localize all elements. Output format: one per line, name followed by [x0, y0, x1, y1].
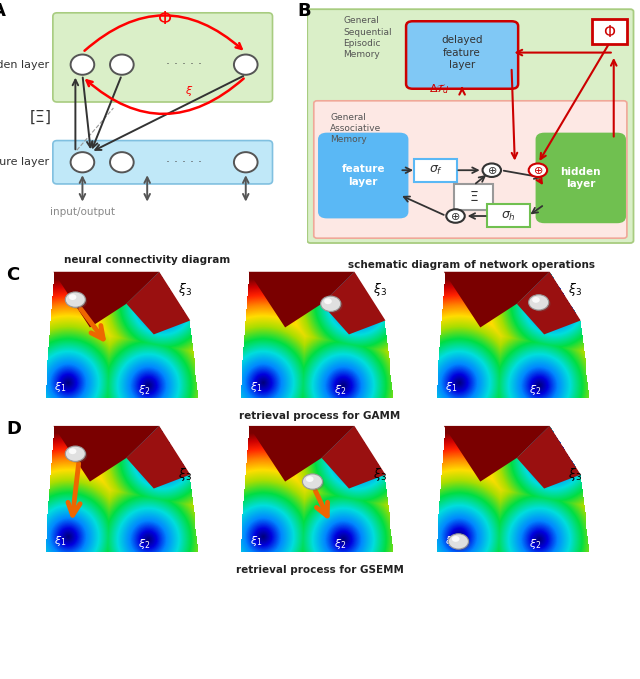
Circle shape: [65, 292, 85, 308]
Polygon shape: [444, 426, 550, 481]
Polygon shape: [248, 272, 355, 327]
Text: $\sigma_f$: $\sigma_f$: [429, 164, 443, 177]
Polygon shape: [517, 272, 580, 335]
Polygon shape: [127, 272, 190, 335]
Text: · · · · ·: · · · · ·: [166, 58, 202, 71]
Circle shape: [452, 536, 460, 542]
Circle shape: [68, 448, 76, 454]
Text: $\xi_3$: $\xi_3$: [568, 466, 582, 483]
Circle shape: [68, 294, 76, 300]
Circle shape: [70, 152, 94, 172]
FancyBboxPatch shape: [314, 100, 627, 238]
Circle shape: [446, 209, 465, 223]
FancyBboxPatch shape: [53, 141, 273, 184]
FancyBboxPatch shape: [406, 21, 518, 89]
Text: $\sigma_h$: $\sigma_h$: [501, 209, 516, 223]
Circle shape: [529, 164, 547, 177]
Text: $\oplus$: $\oplus$: [486, 165, 497, 176]
Text: $\xi_3$: $\xi_3$: [178, 281, 192, 298]
FancyBboxPatch shape: [487, 204, 530, 227]
Circle shape: [450, 535, 470, 551]
Text: $\xi_2$: $\xi_2$: [138, 537, 151, 551]
FancyBboxPatch shape: [536, 133, 625, 223]
Text: $\Delta\mathcal{T}_d$: $\Delta\mathcal{T}_d$: [429, 82, 449, 96]
Circle shape: [306, 476, 314, 482]
Circle shape: [532, 297, 540, 303]
Text: C: C: [6, 265, 20, 284]
Text: feature layer: feature layer: [0, 158, 49, 167]
Polygon shape: [444, 272, 550, 327]
Text: $\xi_1$: $\xi_1$: [250, 534, 262, 549]
Text: $\xi_2$: $\xi_2$: [529, 383, 541, 397]
FancyBboxPatch shape: [414, 159, 457, 181]
Text: $\xi_3$: $\xi_3$: [568, 281, 582, 298]
Text: hidden
layer: hidden layer: [561, 167, 601, 189]
Circle shape: [234, 54, 257, 75]
Text: General
Sequential
Episodic
Memory: General Sequential Episodic Memory: [344, 16, 392, 58]
Text: $\xi_2$: $\xi_2$: [138, 383, 151, 397]
Text: $\xi_1$: $\xi_1$: [445, 534, 458, 549]
Text: feature
layer: feature layer: [342, 164, 385, 187]
Circle shape: [65, 446, 85, 462]
Polygon shape: [322, 426, 385, 489]
Text: $\xi_3$: $\xi_3$: [373, 281, 387, 298]
Text: · · · · ·: · · · · ·: [166, 155, 202, 169]
Polygon shape: [322, 272, 385, 335]
Circle shape: [324, 298, 332, 304]
Text: $\xi_2$: $\xi_2$: [333, 537, 346, 551]
Text: A: A: [0, 2, 6, 20]
FancyBboxPatch shape: [319, 133, 408, 218]
Text: $\Phi$: $\Phi$: [603, 24, 616, 39]
Text: D: D: [6, 420, 21, 438]
FancyBboxPatch shape: [592, 19, 627, 44]
Circle shape: [304, 475, 324, 491]
Circle shape: [67, 447, 87, 463]
Text: hidden layer: hidden layer: [0, 60, 49, 70]
Text: $\xi$: $\xi$: [186, 84, 193, 98]
Polygon shape: [127, 426, 190, 489]
Text: retrieval process for GAMM: retrieval process for GAMM: [239, 411, 401, 421]
Circle shape: [529, 295, 548, 310]
Text: $\xi_1$: $\xi_1$: [445, 380, 458, 394]
Polygon shape: [54, 272, 159, 327]
FancyBboxPatch shape: [53, 13, 273, 102]
Circle shape: [323, 297, 342, 313]
FancyBboxPatch shape: [454, 184, 493, 210]
Circle shape: [303, 474, 323, 490]
Text: $[\Xi]$: $[\Xi]$: [29, 109, 51, 126]
Circle shape: [234, 152, 257, 172]
FancyBboxPatch shape: [307, 10, 634, 243]
Text: $\Xi$: $\Xi$: [469, 190, 479, 204]
Text: delayed
feature
layer: delayed feature layer: [442, 35, 483, 70]
Text: $\xi_1$: $\xi_1$: [54, 534, 67, 549]
Circle shape: [321, 296, 340, 312]
Text: $\oplus$: $\oplus$: [451, 210, 461, 221]
Circle shape: [531, 296, 550, 312]
Polygon shape: [54, 426, 159, 481]
Text: $\xi_3$: $\xi_3$: [373, 466, 387, 483]
Text: input/output: input/output: [50, 206, 115, 217]
Text: $\xi_3$: $\xi_3$: [178, 466, 192, 483]
Text: schematic diagram of network operations: schematic diagram of network operations: [349, 260, 595, 270]
Circle shape: [67, 293, 87, 309]
Polygon shape: [248, 426, 355, 481]
Text: retrieval process for GSEMM: retrieval process for GSEMM: [236, 565, 404, 575]
Text: $\xi_2$: $\xi_2$: [529, 537, 541, 551]
Text: $\xi_1$: $\xi_1$: [54, 380, 67, 394]
Circle shape: [70, 54, 94, 75]
Text: neural connectivity diagram: neural connectivity diagram: [64, 255, 230, 265]
Text: General
Associative
Memory: General Associative Memory: [330, 113, 381, 144]
Circle shape: [110, 54, 134, 75]
Circle shape: [483, 164, 501, 177]
Text: $\Phi$: $\Phi$: [157, 10, 172, 28]
Text: B: B: [298, 2, 311, 20]
Text: $\oplus$: $\oplus$: [532, 165, 543, 176]
Polygon shape: [517, 426, 580, 489]
Text: $\xi_1$: $\xi_1$: [250, 380, 262, 394]
Circle shape: [449, 534, 468, 549]
Circle shape: [110, 152, 134, 172]
Text: $\xi_2$: $\xi_2$: [333, 383, 346, 397]
